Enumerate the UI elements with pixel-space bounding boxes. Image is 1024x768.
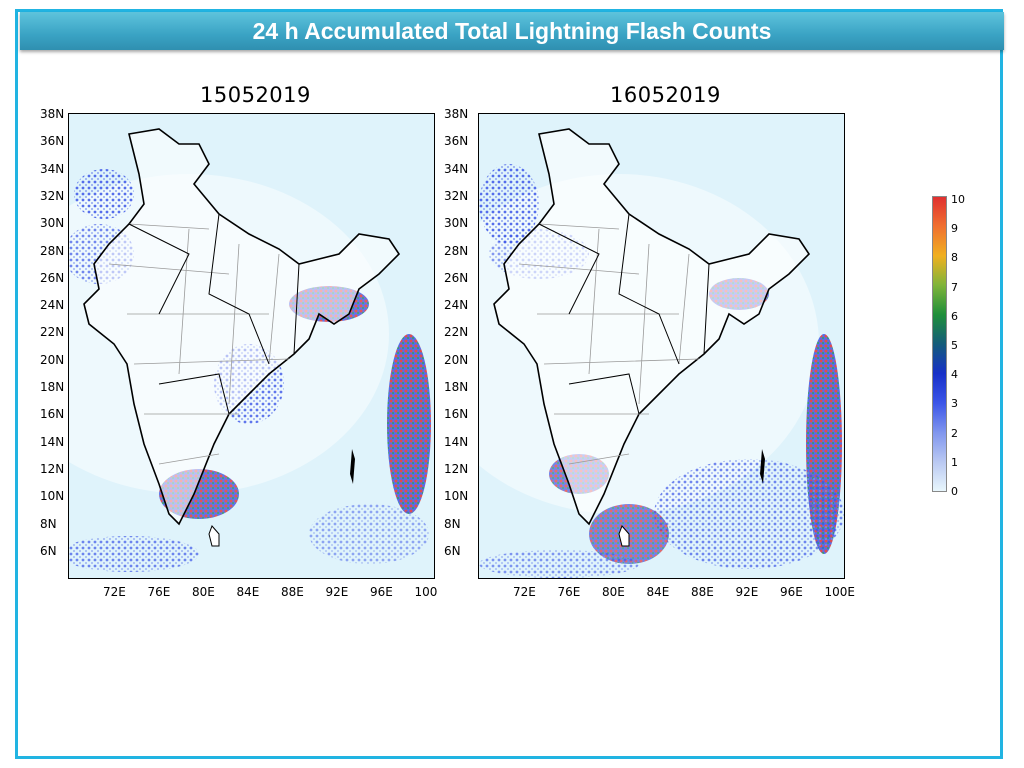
lon-label-left: 80E (192, 585, 215, 599)
colorbar-label: 4 (951, 368, 958, 382)
lat-label-right: 14N (444, 434, 469, 449)
lat-label-left: 34N (40, 161, 65, 176)
lat-label-left: 22N (40, 325, 65, 340)
lon-label-right: 76E (557, 585, 581, 599)
lat-label-right: 8N (444, 516, 461, 531)
lat-label-right: 6N (444, 543, 461, 558)
district-lines (108, 223, 290, 465)
lon-label-left: 100 (414, 585, 438, 599)
lightning-map-16052019 (478, 113, 845, 579)
sri-lanka (618, 525, 630, 547)
colorbar-label: 3 (951, 397, 958, 411)
colorbar-label: 9 (951, 222, 958, 236)
lon-label-right: 84E (646, 585, 670, 599)
storm-zone (479, 550, 639, 578)
lat-label-left: 6N (40, 543, 57, 558)
lat-label-right: 26N (444, 270, 469, 285)
storm-zone (74, 169, 134, 219)
lat-label-right: 24N (444, 298, 469, 313)
lat-label-right: 18N (444, 380, 469, 394)
lat-label-left: 18N (40, 380, 65, 394)
lat-label-right: 10N (444, 489, 469, 504)
lon-label-right: 96E (780, 585, 803, 599)
banner-title: 24 h Accumulated Total Lightning Flash C… (252, 18, 772, 44)
lat-label-left: 30N (40, 216, 65, 231)
lon-label-right: 92E (735, 585, 759, 599)
lat-label-right: 28N (444, 243, 469, 258)
colorbar-label: 0 (951, 485, 958, 498)
lat-label-left: 36N (40, 134, 65, 149)
state-borders (128, 213, 300, 415)
lat-label-left: 26N (40, 270, 65, 285)
state-borders (538, 213, 710, 415)
lon-label-right: 100E (824, 585, 856, 599)
lat-label-right: 30N (444, 216, 469, 231)
storm-zone (479, 164, 539, 244)
lon-label-left: 88E (281, 585, 304, 599)
lon-label-left: 92E (325, 585, 349, 599)
lat-label-left: 38N (40, 107, 65, 121)
colorbar-label: 7 (951, 280, 958, 294)
lat-label-right: 12N (444, 461, 469, 476)
lat-label-left: 16N (40, 407, 65, 422)
lat-label-right: 32N (444, 188, 469, 203)
andaman-islands (760, 449, 765, 484)
lon-label-right: 80E (602, 585, 625, 599)
lon-label-left: 84E (236, 585, 260, 599)
lat-label-right: 22N (444, 325, 469, 340)
lat-label-left: 12N (40, 461, 65, 476)
storm-zone (69, 536, 199, 572)
colorbar-label: 8 (951, 251, 958, 265)
colorbar-label: 2 (951, 426, 958, 440)
lon-label-right: 72E (513, 585, 536, 599)
colorbar (932, 196, 947, 492)
lat-label-left: 20N (40, 352, 65, 367)
colorbar-label: 1 (951, 455, 958, 469)
colorbar-label: 10 (951, 193, 965, 206)
lat-label-left: 14N (40, 434, 65, 449)
storm-zone (309, 504, 429, 564)
lon-label-left: 72E (103, 585, 126, 599)
andaman-islands (350, 449, 355, 484)
lat-label-right: 20N (444, 352, 469, 367)
panel-left-date: 15052019 (200, 83, 311, 107)
lon-label-left: 76E (147, 585, 171, 599)
storm-zone (654, 459, 844, 569)
colorbar-label: 5 (951, 339, 958, 352)
lat-label-right: 34N (444, 161, 469, 176)
lat-label-right: 16N (444, 407, 469, 422)
lon-label-left: 96E (370, 585, 393, 599)
panel-right-date: 16052019 (610, 83, 721, 107)
lon-label-right: 88E (691, 585, 714, 599)
lat-label-right: 38N (444, 107, 469, 121)
lat-label-left: 24N (40, 298, 65, 313)
colorbar-label: 6 (951, 309, 958, 323)
lightning-map-15052019 (68, 113, 435, 579)
lat-label-left: 8N (40, 516, 57, 531)
map-left-canvas (69, 128, 431, 572)
district-lines (518, 223, 700, 465)
sri-lanka (208, 525, 220, 547)
lat-label-left: 28N (40, 243, 65, 258)
lat-label-right: 36N (444, 134, 469, 149)
lat-label-left: 10N (40, 489, 65, 504)
map-right-canvas (479, 128, 844, 578)
title-banner: 24 h Accumulated Total Lightning Flash C… (20, 12, 1004, 50)
lat-label-left: 32N (40, 188, 65, 203)
storm-zone (387, 334, 431, 514)
